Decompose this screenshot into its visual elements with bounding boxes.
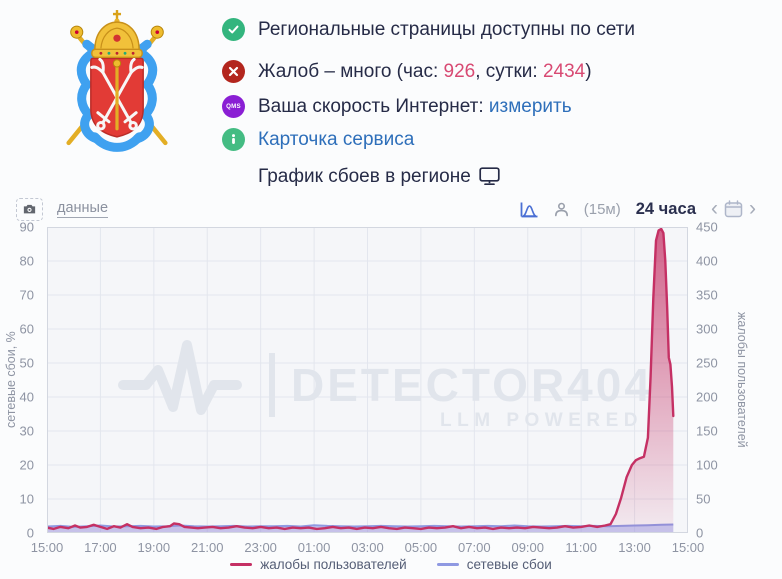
right-tick: 200 — [696, 389, 718, 405]
status-list: Региональные страницы доступны по сети Ж… — [222, 14, 762, 188]
right-tick: 450 — [696, 219, 718, 235]
check-icon — [222, 18, 245, 41]
data-link[interactable]: данные — [57, 200, 109, 218]
left-tick: 0 — [26, 525, 34, 541]
x-tick: 21:00 — [190, 540, 224, 555]
x-tick: 07:00 — [458, 540, 491, 555]
right-axis-title: жалобы пользователей — [735, 312, 749, 448]
x-tick: 17:00 — [84, 540, 117, 555]
x-tick: 15:00 — [671, 540, 705, 555]
legend-label: жалобы пользователей — [260, 557, 407, 572]
user-complaints-line — [47, 227, 675, 531]
x-tick: 09:00 — [511, 540, 545, 555]
service-card-text: Карточка сервиса — [258, 128, 414, 151]
measure-speed-link[interactable]: измерить — [488, 96, 572, 117]
x-tick: 05:00 — [404, 540, 438, 555]
screenshot-camera-button[interactable] — [16, 197, 43, 221]
chart-title: График сбоев в регионе — [258, 166, 471, 187]
monitor-icon — [479, 167, 500, 186]
x-tick: 19:00 — [137, 540, 171, 555]
left-tick: 50 — [19, 355, 34, 371]
right-tick: 0 — [696, 525, 704, 541]
right-tick: 400 — [696, 253, 718, 269]
legend-label: сетевые сбои — [466, 557, 552, 572]
left-tick: 40 — [19, 389, 34, 405]
prev-day-chevron[interactable]: ‹ — [711, 197, 718, 220]
left-tick: 90 — [19, 219, 34, 235]
user-icon[interactable] — [554, 202, 569, 217]
qms-badge-icon: QMS — [222, 95, 245, 118]
x-tick: 23:00 — [244, 540, 277, 555]
right-tick: 150 — [696, 423, 718, 439]
time-range-label[interactable]: 24 часа — [635, 199, 696, 218]
right-tick: 300 — [696, 321, 718, 337]
left-tick: 20 — [19, 457, 34, 473]
right-tick: 50 — [696, 491, 711, 507]
left-tick: 10 — [19, 491, 34, 507]
right-tick: 350 — [696, 287, 718, 303]
complaints-hour-count: 926 — [443, 61, 476, 82]
right-tick: 250 — [696, 355, 718, 371]
svg-text:LLM POWERED: LLM POWERED — [440, 410, 643, 431]
status-row-pages: Региональные страницы доступны по сети — [222, 18, 762, 41]
status-pages-text: Региональные страницы доступны по сети — [258, 19, 635, 40]
x-axis-ticks: 15:00 17:00 19:00 21:00 23:00 01:00 03:00 05:00… — [31, 540, 705, 556]
right-tick: 100 — [696, 457, 718, 473]
chart-title-row: График сбоев в регионе — [258, 165, 762, 188]
interval-label[interactable]: (15м) — [583, 200, 621, 218]
camera-icon — [23, 204, 36, 214]
chart-legend: жалобы пользователей сетевые сбои — [0, 557, 782, 572]
error-cross-icon — [222, 60, 245, 83]
status-complaints-text: Жалоб – много (час: 926, сутки: 2434) — [258, 61, 592, 82]
calendar-icon[interactable] — [724, 200, 743, 218]
service-card-link[interactable]: Карточка сервиса — [258, 129, 415, 150]
imperial-crown-icon — [91, 10, 143, 59]
x-tick: 01:00 — [297, 540, 331, 555]
svg-text:DETECTOR404: DETECTOR404 — [291, 359, 653, 411]
next-day-chevron[interactable]: › — [749, 197, 756, 220]
legend-item[interactable]: сетевые сбои — [436, 557, 552, 572]
x-tick: 13:00 — [618, 540, 651, 555]
complaints-day-count: 2434 — [542, 61, 586, 82]
left-tick: 30 — [19, 423, 34, 439]
info-icon — [222, 128, 245, 151]
gridlines — [47, 227, 688, 533]
status-row-speedtest: QMS Ваша скорость Интернет: измерить — [222, 95, 762, 118]
area-chart-icon[interactable] — [520, 201, 539, 218]
legend-item[interactable]: жалобы пользователей — [230, 557, 407, 572]
right-axis-ticks: 0 50 100 150 200 250 300 350 400 450 — [692, 220, 736, 541]
chart-toolbar: данные (15м) 24 часа ‹ › — [16, 195, 756, 223]
spb-coat-of-arms — [66, 10, 168, 152]
left-tick: 70 — [19, 287, 34, 303]
status-speed-text: Ваша скорость Интернет: измерить — [258, 96, 572, 117]
left-tick: 80 — [19, 253, 34, 269]
left-tick: 60 — [19, 321, 34, 337]
left-axis-ticks: 0 10 20 30 40 50 60 70 80 90 — [0, 220, 41, 541]
status-row-service-card: Карточка сервиса — [222, 128, 762, 151]
chart-controls: (15м) 24 часа ‹ › — [520, 197, 756, 220]
legend-dash — [436, 563, 459, 566]
calendar-nav: ‹ › — [711, 197, 756, 220]
status-row-complaints: Жалоб – много (час: 926, сутки: 2434) — [222, 60, 762, 83]
x-tick: 11:00 — [565, 540, 597, 555]
x-tick: 03:00 — [351, 540, 384, 555]
legend-dash — [230, 563, 253, 566]
x-tick: 15:00 — [30, 540, 64, 555]
